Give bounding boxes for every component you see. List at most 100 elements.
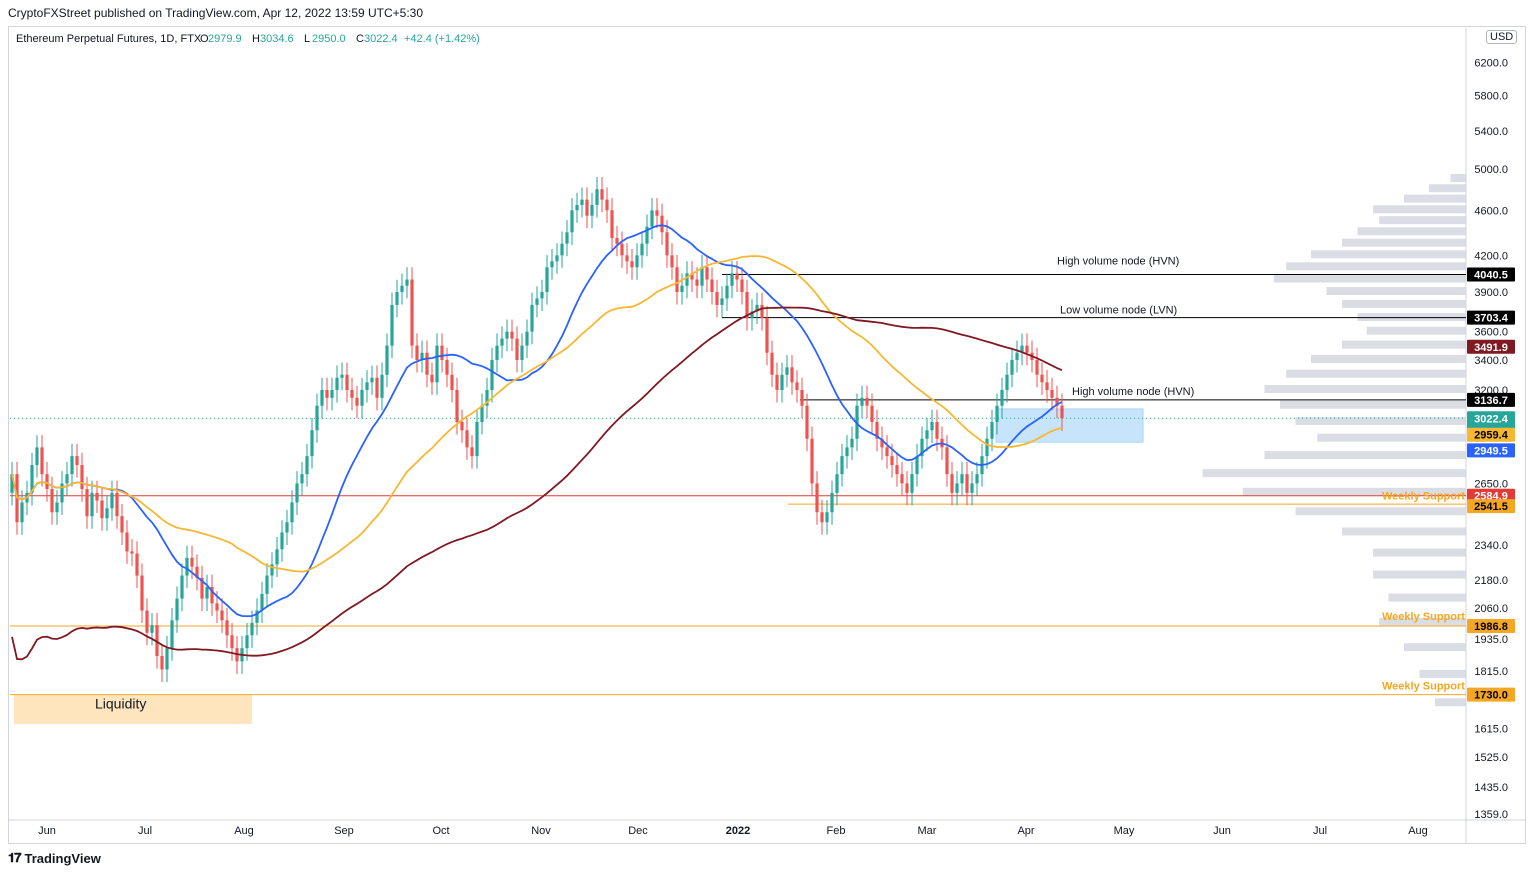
y-tick-label: 2180.0 [1474,575,1508,587]
candle-body [790,367,794,383]
candle-body [255,610,259,623]
price-marker-badge [1467,411,1515,426]
y-tick-label: 1615.0 [1474,724,1508,736]
candle-body [540,292,544,299]
candle-body [335,377,339,390]
candle-body [640,243,644,256]
annotation-weekly-support-2: Weekly Support [1382,611,1465,623]
candle-body [245,635,249,649]
chart-header: CryptoFXStreet published on TradingView.… [8,6,423,20]
candle-body [850,438,854,448]
candle-body [460,421,464,431]
price-marker-label: 3491.9 [1474,342,1508,354]
candle-body [210,586,214,604]
candle-body [370,377,374,383]
volume-profile-bar [1357,227,1466,236]
candle-body [740,279,744,293]
candle-body [710,279,714,293]
candle-body [65,474,69,484]
candle-body [360,390,364,406]
candle-body [965,474,969,493]
liquidity-zone [14,694,252,725]
x-tick-label: Nov [531,825,551,837]
price-marker-label: 1730.0 [1474,690,1508,702]
candle-body [620,243,624,256]
publisher-line: CryptoFXStreet published on TradingView.… [8,6,424,20]
candle-body [190,557,194,567]
candle-body [745,292,749,319]
candle-body [140,575,144,611]
candle-body [365,382,369,390]
x-tick-label: Aug [1408,825,1428,837]
volume-profile-bar [1242,487,1466,496]
candle-body [880,438,884,448]
candle-body [380,374,384,398]
candle-body [285,522,289,533]
candle-body [415,345,419,360]
volume-profile-bar [1264,451,1466,460]
candle-body [585,199,589,216]
candle-body [480,405,484,422]
candle-body [100,500,104,519]
candle-body [995,405,999,422]
candle-body [175,598,179,621]
volume-profile-bar [1295,507,1466,516]
candle-body [145,610,149,633]
footer: 𝟏𝟕 TradingView [8,850,101,866]
candle-body [170,620,174,649]
volume-profile-bar [1264,385,1466,393]
candle-body [350,390,354,398]
candle-body [915,456,919,475]
candle-body [690,273,694,280]
candle-body [610,210,614,238]
x-tick-label: Jul [1313,825,1327,837]
candle-body [510,331,514,339]
candle-body [195,566,199,578]
chart-frame[interactable] [8,26,1526,844]
candle-body [125,532,129,552]
candle-body [645,226,649,244]
candle-body [570,210,574,233]
x-tick-label: Jul [138,825,152,837]
candle-body [810,438,814,484]
candle-body [715,292,719,305]
candle-body [825,512,829,523]
candle-body [1050,390,1054,398]
candle-body [860,397,864,406]
candle-body [830,492,834,513]
symbol-title: Ethereum Perpetual Futures, 1D, FTX [16,33,202,45]
candle-body [550,261,554,268]
currency-badge[interactable]: USD [1486,30,1518,44]
candle-body [890,456,894,466]
candle-body [515,338,519,360]
candle-body [420,352,424,360]
price-marker-label: 3703.4 [1474,313,1509,325]
volume-profile-bar [1404,643,1466,652]
candle-body [935,421,939,439]
candle-body [625,255,629,262]
candle-body [85,489,89,517]
candle-body [260,593,264,611]
candle-body [410,279,414,346]
candle-body [545,267,549,293]
candle-body [355,397,359,406]
candle-body [1010,359,1014,375]
candle-body [75,456,79,466]
candle-body [150,625,154,633]
x-tick-label: Sep [334,825,354,837]
candle-body [870,405,874,422]
ma-50-line [11,224,1063,618]
volume-profile-bar [1286,369,1466,378]
candle-body [1020,345,1024,353]
volume-profile-bar [1317,433,1466,442]
candle-body [565,232,569,244]
candle-body [500,338,504,346]
candle-body [865,397,869,406]
candle-body [45,474,49,490]
candle-body [1055,397,1059,406]
candle-body [530,304,534,332]
price-marker-badge [1467,499,1515,514]
candle-body [220,610,224,621]
candle-body [130,551,134,554]
